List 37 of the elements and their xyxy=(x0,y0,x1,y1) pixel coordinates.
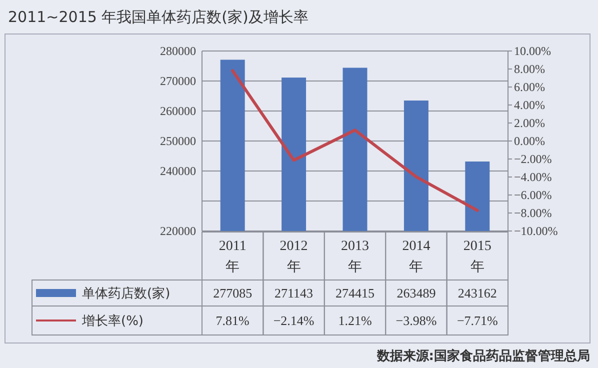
data-label: 1.21% xyxy=(338,313,372,328)
x-tick-label: 2011年 xyxy=(218,239,246,275)
data-label: 271143 xyxy=(274,286,314,301)
y-tick-label: 280000 xyxy=(160,44,196,58)
x-tick-label: 2012年 xyxy=(280,239,308,275)
y2-tick-label: 10.00% xyxy=(514,44,551,58)
y2-tick-label: 0.00% xyxy=(514,134,545,148)
data-label: −7.71% xyxy=(456,313,498,328)
x-tick-label: 2014年 xyxy=(402,239,430,275)
chart-title: 2011~2015 年我国单体药店数(家)及增长率 xyxy=(8,8,308,26)
y-tick-label: 260000 xyxy=(160,104,196,118)
y2-tick-label: 6.00% xyxy=(514,80,545,94)
data-label: 263489 xyxy=(396,286,436,301)
data-label: −2.14% xyxy=(273,313,314,328)
y2-tick-label: 4.00% xyxy=(514,98,545,112)
data-label: 277085 xyxy=(213,286,252,301)
y-tick-label: 250000 xyxy=(160,134,196,148)
data-label: 274415 xyxy=(336,286,374,301)
y2-tick-label: −6.00% xyxy=(514,188,552,202)
x-tick-label: 2015年 xyxy=(463,239,492,275)
legend-label: 单体药店数(家) xyxy=(82,286,170,302)
y2-tick-label: 8.00% xyxy=(514,62,545,76)
line-series xyxy=(231,69,479,212)
data-label: 7.81% xyxy=(216,313,250,328)
data-label: 243162 xyxy=(458,286,497,301)
source-note: 数据来源:国家食品药品监督管理总局 xyxy=(376,348,590,364)
data-label: −3.98% xyxy=(396,313,437,328)
y2-tick-label: −8.00% xyxy=(514,206,552,220)
legend-label: 增长率(%) xyxy=(81,313,144,330)
y2-tick-label: −2.00% xyxy=(514,152,552,166)
y2-tick-label: −4.00% xyxy=(514,170,552,184)
y2-tick-label: −10.00% xyxy=(514,224,558,238)
x-tick-label: 2013年 xyxy=(341,239,369,275)
y2-tick-label: 2.00% xyxy=(514,116,545,130)
y-tick-label: 270000 xyxy=(160,74,196,88)
y-tick-label: 220000 xyxy=(160,224,196,238)
y-tick-label: 240000 xyxy=(160,164,196,178)
